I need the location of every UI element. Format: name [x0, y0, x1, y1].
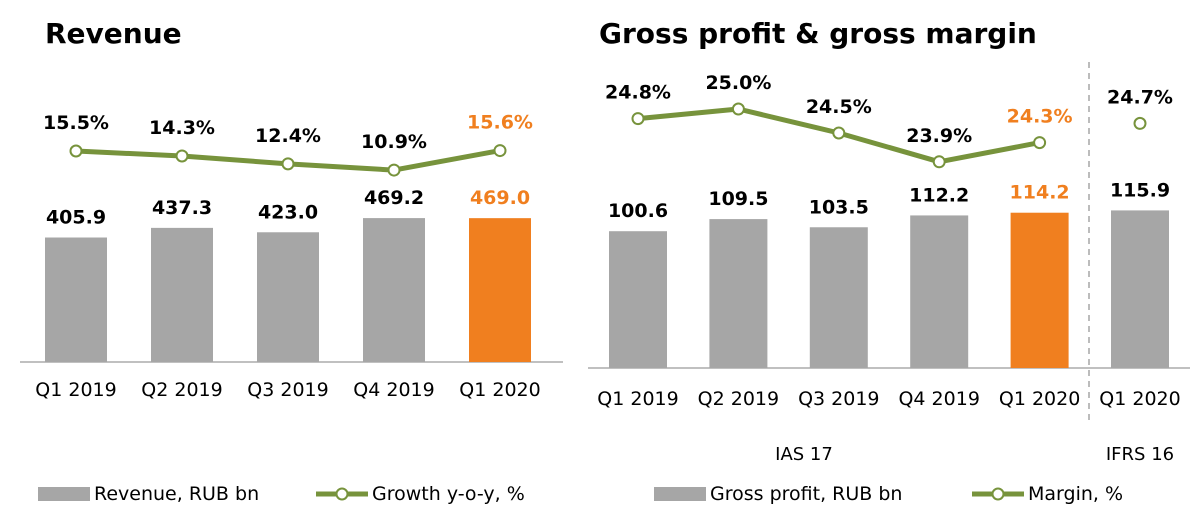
bar-4: [1010, 212, 1069, 368]
x-tick-label: Q1 2019: [597, 388, 678, 410]
group-label-ias17: IAS 17: [775, 444, 833, 465]
line-point: [387, 163, 401, 177]
x-tick-label: Q4 2019: [898, 388, 979, 410]
x-tick-label: Q2 2019: [141, 379, 222, 401]
bar-value-label: 109.5: [708, 188, 768, 210]
x-tick-label: Q3 2019: [247, 379, 328, 401]
line-value-label: 24.8%: [605, 82, 671, 104]
line-value-label: 25.0%: [705, 72, 771, 94]
line-point: [1133, 116, 1147, 130]
line-point: [832, 126, 846, 140]
legend-line-marker: [335, 487, 349, 501]
line-point: [69, 144, 83, 158]
line-value-label: 10.9%: [361, 131, 427, 153]
line-value-label: 15.6%: [467, 112, 533, 134]
line-value-label: 24.7%: [1107, 86, 1173, 108]
legend-growth-label: Growth y-o-y, %: [372, 483, 525, 505]
bar-value-label: 405.9: [46, 207, 106, 229]
bar-value-label: 437.3: [152, 197, 212, 219]
bar-value-label: 103.5: [809, 196, 869, 218]
legend-bar-swatch: [654, 487, 706, 501]
line-point: [731, 102, 745, 116]
bar-value-label: 112.2: [909, 184, 969, 206]
gross-profit-title: Gross profit & gross margin: [599, 17, 1037, 50]
bar-1: [709, 219, 768, 368]
legend-line-marker: [991, 487, 1005, 501]
bar-value-label: 469.2: [364, 187, 424, 209]
x-tick-label: Q1 2020: [1099, 388, 1180, 410]
bar-5: [1111, 210, 1169, 368]
line-point: [631, 112, 645, 126]
x-tick-label: Q1 2019: [35, 379, 116, 401]
bar-3: [910, 215, 969, 368]
line-point: [493, 144, 507, 158]
x-tick-label: Q1 2020: [999, 388, 1080, 410]
line-point: [932, 155, 946, 169]
line-point: [281, 157, 295, 171]
x-tick-label: Q2 2019: [698, 388, 779, 410]
line-value-label: 12.4%: [255, 125, 321, 147]
bar-value-label: 114.2: [1010, 182, 1070, 204]
bar-0: [45, 237, 107, 362]
bar-4: [469, 218, 531, 362]
line-value-label: 24.3%: [1007, 106, 1073, 128]
line-point: [175, 149, 189, 163]
gross-profit-chart: Gross profit & gross margin 100.6 24.8% 10…: [588, 17, 1190, 505]
legend-bar-swatch: [38, 487, 90, 501]
group-label-ifrs16: IFRS 16: [1106, 444, 1174, 465]
bar-value-label: 469.0: [470, 187, 530, 209]
line-value-label: 23.9%: [906, 125, 972, 147]
bar-1: [151, 227, 213, 362]
line-value-label: 24.5%: [806, 96, 872, 118]
revenue-title: Revenue: [45, 17, 182, 50]
bar-value-label: 100.6: [608, 200, 668, 222]
x-tick-label: Q1 2020: [459, 379, 540, 401]
bar-0: [609, 231, 667, 368]
revenue-legend: Revenue, RUB bn Growth y-o-y, %: [38, 483, 525, 505]
legend-revenue-label: Revenue, RUB bn: [94, 483, 259, 505]
line-value-label: 14.3%: [149, 117, 215, 139]
bar-2: [809, 227, 868, 368]
line-value-label: 15.5%: [43, 112, 109, 134]
bar-2: [257, 232, 319, 362]
bar-value-label: 115.9: [1110, 179, 1170, 201]
revenue-chart: Revenue 405.9 15.5% 437.3 14.3% 423.0 12.4% 46…: [20, 17, 563, 505]
legend-margin-label: Margin, %: [1028, 483, 1123, 505]
x-tick-label: Q4 2019: [353, 379, 434, 401]
bar-value-label: 423.0: [258, 201, 318, 223]
bar-3: [363, 218, 425, 362]
legend-gross-profit-label: Gross profit, RUB bn: [710, 483, 902, 505]
line-point: [1033, 136, 1047, 150]
x-tick-label: Q3 2019: [798, 388, 879, 410]
gross-profit-legend: Gross profit, RUB bn Margin, %: [654, 483, 1123, 505]
